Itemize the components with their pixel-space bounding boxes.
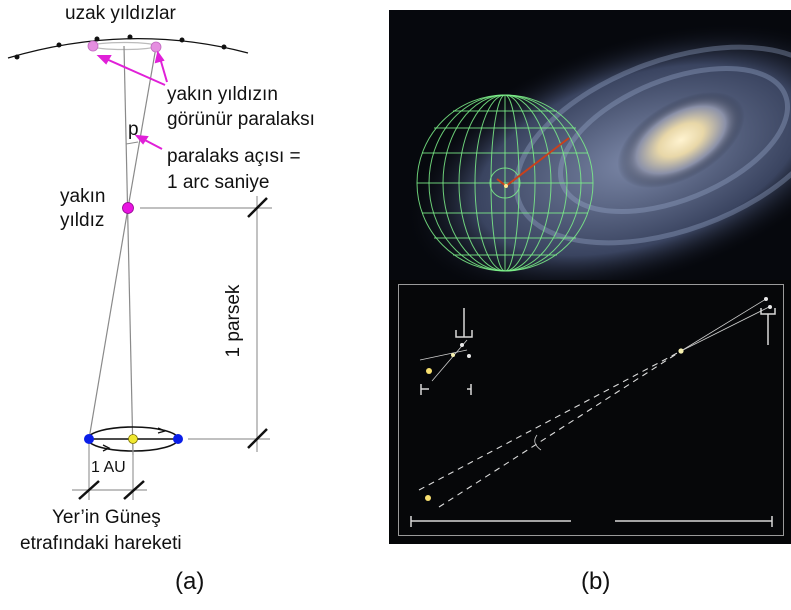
label-apparent-parallax-1: yakın yıldızın bbox=[167, 84, 278, 105]
label-near-star-1: yakın bbox=[60, 186, 106, 207]
apparent-position-right bbox=[150, 41, 162, 53]
label-near-star-2: yıldız bbox=[60, 210, 105, 231]
galaxy-sphere-image bbox=[389, 10, 791, 280]
celestial-arc bbox=[7, 38, 249, 59]
label-distance-parsec: 1 parsek bbox=[223, 284, 244, 358]
parallax-geometry-drawing bbox=[7, 34, 272, 500]
label-apparent-parallax-2: görünür paralaksı bbox=[167, 109, 315, 130]
sun-dot bbox=[128, 434, 138, 444]
parallax-geometry-lines bbox=[399, 285, 783, 535]
label-baseline-au: 1 AU bbox=[91, 459, 126, 476]
label-parallax-angle-1: paralaks açısı = bbox=[167, 146, 301, 167]
label-angle-p: p bbox=[128, 119, 139, 140]
caption-b: (b) bbox=[581, 568, 611, 595]
earth-right-dot bbox=[173, 434, 183, 444]
label-distant-stars: uzak yıldızlar bbox=[65, 3, 176, 24]
radius-arrow bbox=[505, 137, 570, 187]
label-parallax-angle-2: 1 arc saniye bbox=[167, 172, 270, 193]
distant-star-dots bbox=[14, 34, 227, 60]
apparent-position-left bbox=[87, 40, 99, 52]
parallax-starfield-frame bbox=[398, 284, 784, 536]
sphere-wireframe bbox=[416, 94, 594, 272]
near-star-glow bbox=[678, 348, 684, 354]
sun-glow bbox=[425, 495, 431, 501]
galaxy-illustration-panel-b bbox=[389, 10, 791, 544]
near-star-dot bbox=[122, 202, 134, 214]
parallax-diagram-panel-a: uzak yıldızlar yakın yıldızın görünür pa… bbox=[0, 0, 380, 610]
earth-left-dot bbox=[84, 434, 94, 444]
caption-a: (a) bbox=[175, 568, 205, 595]
label-orbit-2: etrafındaki hareketi bbox=[20, 533, 182, 554]
label-orbit-1: Yer’in Güneş bbox=[52, 507, 161, 528]
